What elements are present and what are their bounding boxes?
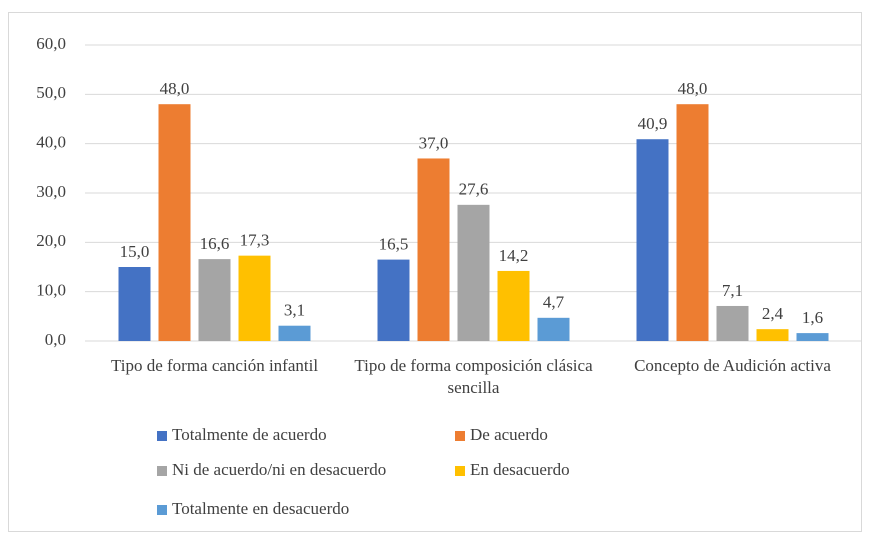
- bar: [676, 104, 709, 341]
- data-label: 14,2: [499, 246, 529, 265]
- bar: [198, 259, 231, 341]
- bar: [756, 329, 789, 341]
- bar: [377, 259, 410, 341]
- data-label: 16,6: [200, 234, 230, 253]
- data-label: 27,6: [459, 180, 489, 199]
- data-label: 16,5: [379, 235, 409, 254]
- bar: [158, 104, 191, 341]
- y-tick-label: 50,0: [36, 83, 66, 102]
- y-tick-label: 10,0: [36, 281, 66, 300]
- data-label: 40,9: [638, 114, 668, 133]
- bar: [537, 317, 570, 341]
- bar: [118, 267, 151, 341]
- data-label: 7,1: [722, 281, 743, 300]
- bar: [457, 204, 490, 341]
- data-label: 17,3: [240, 231, 270, 250]
- data-label: 37,0: [419, 133, 449, 152]
- y-tick-label: 30,0: [36, 182, 66, 201]
- legend-swatch: [157, 505, 167, 515]
- bar: [497, 270, 530, 341]
- data-label: 3,1: [284, 301, 305, 320]
- bar: [636, 139, 669, 341]
- legend-swatch: [157, 466, 167, 476]
- bar: [716, 305, 749, 341]
- legend-label: Totalmente de acuerdo: [172, 425, 327, 444]
- y-tick-label: 0,0: [45, 330, 66, 349]
- y-tick-label: 20,0: [36, 231, 66, 250]
- legend-label: Totalmente en desacuerdo: [172, 499, 349, 518]
- bar: [278, 325, 311, 341]
- data-label: 4,7: [543, 293, 565, 312]
- x-tick-label: Concepto de Audición activa: [634, 356, 831, 375]
- data-label: 48,0: [160, 79, 190, 98]
- legend-label: En desacuerdo: [470, 460, 570, 479]
- legend-swatch: [455, 431, 465, 441]
- data-label: 15,0: [120, 242, 150, 261]
- bar: [417, 158, 450, 341]
- bar: [238, 255, 271, 341]
- data-label: 1,6: [802, 308, 823, 327]
- legend-label: De acuerdo: [470, 425, 548, 444]
- x-tick-label: Tipo de forma composición clásica sencil…: [354, 356, 593, 397]
- legend-swatch: [157, 431, 167, 441]
- legend-swatch: [455, 466, 465, 476]
- legend-label: Ni de acuerdo/ni en desacuerdo: [172, 460, 386, 479]
- data-label: 48,0: [678, 79, 708, 98]
- y-tick-label: 40,0: [36, 133, 66, 152]
- bar: [796, 333, 829, 341]
- data-label: 2,4: [762, 304, 784, 323]
- y-tick-label: 60,0: [36, 34, 66, 53]
- chart-frame: [8, 12, 862, 532]
- x-tick-label: Tipo de forma canción infantil: [110, 356, 319, 375]
